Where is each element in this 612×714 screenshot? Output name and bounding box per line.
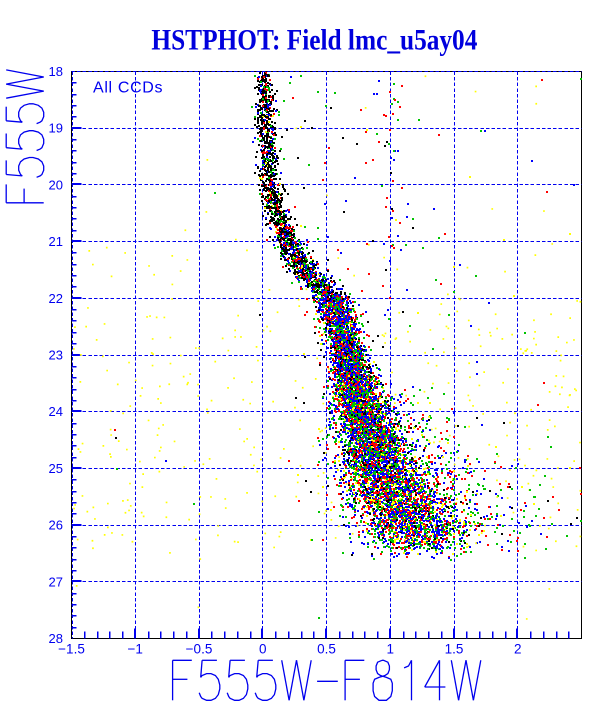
svg-text:23: 23: [49, 348, 63, 363]
svg-text:25: 25: [49, 461, 63, 476]
svg-text:24: 24: [49, 404, 63, 419]
svg-text:27: 27: [49, 574, 63, 589]
svg-text:All CCDs: All CCDs: [93, 80, 163, 97]
svg-text:20: 20: [49, 177, 63, 192]
svg-text:21: 21: [49, 234, 63, 249]
svg-text:19: 19: [49, 121, 63, 136]
svg-text:−0.5: −0.5: [186, 642, 213, 657]
svg-text:28: 28: [49, 631, 63, 646]
svg-text:HSTPHOT: Field lmc_u5ay04: HSTPHOT: Field lmc_u5ay04: [151, 24, 477, 57]
svg-text:22: 22: [49, 291, 63, 306]
svg-text:1: 1: [386, 642, 394, 657]
svg-text:0.5: 0.5: [317, 642, 336, 657]
svg-text:18: 18: [49, 64, 63, 79]
svg-text:2: 2: [514, 642, 522, 657]
svg-text:−1.5: −1.5: [58, 642, 85, 657]
svg-text:1.5: 1.5: [445, 642, 464, 657]
svg-text:0: 0: [259, 642, 267, 657]
svg-text:−1: −1: [127, 642, 142, 657]
svg-text:26: 26: [49, 518, 63, 533]
